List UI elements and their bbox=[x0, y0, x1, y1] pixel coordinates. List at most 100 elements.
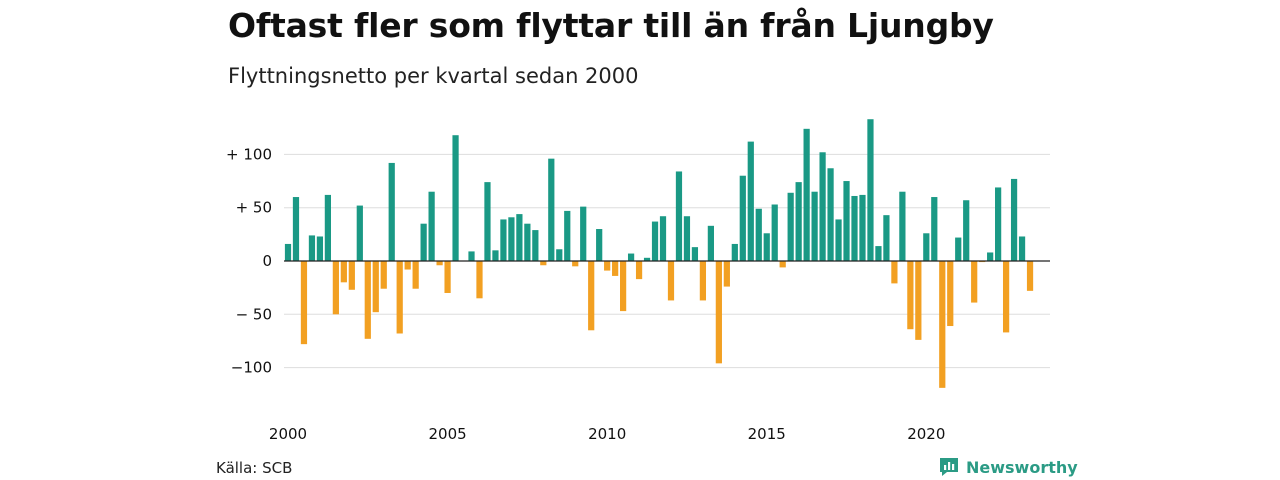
y-tick-label: 0 bbox=[262, 252, 272, 270]
bar bbox=[604, 261, 611, 271]
bar bbox=[859, 194, 866, 261]
bar bbox=[508, 217, 515, 261]
bar bbox=[627, 253, 635, 261]
bar bbox=[651, 221, 659, 261]
bar bbox=[715, 261, 722, 364]
bar bbox=[835, 219, 842, 261]
bar bbox=[556, 249, 563, 261]
bar bbox=[675, 171, 683, 261]
bar bbox=[428, 191, 435, 261]
bar bbox=[843, 181, 850, 261]
bar bbox=[324, 194, 331, 261]
bar bbox=[396, 261, 403, 334]
bar bbox=[1018, 236, 1026, 261]
bar bbox=[915, 261, 922, 340]
bars bbox=[284, 119, 1034, 388]
bar bbox=[707, 225, 714, 261]
bar bbox=[691, 247, 699, 261]
bar bbox=[907, 261, 914, 330]
bar bbox=[516, 214, 523, 261]
bar bbox=[444, 261, 451, 293]
bar bbox=[388, 162, 395, 261]
bar bbox=[316, 236, 324, 261]
chart-subtitle: Flyttningsnetto per kvartal sedan 2000 bbox=[228, 64, 639, 88]
bar bbox=[731, 243, 738, 261]
y-tick-label: + 100 bbox=[226, 145, 272, 163]
bar bbox=[963, 200, 970, 261]
axes: + 100 + 50 0 − 50 −100 2000 2005 2010 2015 2020 bbox=[226, 145, 945, 443]
brand-logo: Newsworthy bbox=[938, 456, 1078, 478]
bar bbox=[380, 261, 387, 289]
bar bbox=[1002, 261, 1010, 333]
bar bbox=[883, 215, 890, 261]
x-tick-label: 2010 bbox=[588, 425, 626, 443]
bar bbox=[851, 195, 858, 261]
bar bbox=[891, 261, 898, 284]
source-label: Källa: SCB bbox=[216, 459, 293, 477]
bar bbox=[635, 261, 643, 280]
bar bbox=[955, 237, 962, 261]
bar bbox=[939, 261, 946, 388]
bar bbox=[667, 261, 675, 301]
bar bbox=[596, 229, 603, 261]
bar bbox=[484, 182, 491, 261]
bar bbox=[404, 261, 411, 270]
bar bbox=[468, 251, 475, 261]
bar bbox=[332, 261, 339, 315]
bar bbox=[867, 119, 874, 261]
bar bbox=[875, 246, 882, 261]
bar bbox=[923, 233, 930, 261]
bar bbox=[572, 261, 579, 267]
bar bbox=[827, 168, 834, 261]
y-tick-label: −100 bbox=[231, 359, 272, 377]
bar bbox=[771, 204, 778, 261]
bar bbox=[931, 197, 938, 261]
bar bbox=[540, 261, 547, 266]
bar bbox=[795, 182, 802, 261]
grid-lines bbox=[284, 153, 1050, 369]
bar bbox=[803, 128, 810, 261]
bar bbox=[779, 261, 786, 268]
bar bbox=[364, 261, 371, 339]
bar bbox=[947, 261, 954, 327]
bar bbox=[787, 192, 794, 261]
bar bbox=[643, 257, 651, 261]
bar bbox=[763, 233, 770, 261]
y-tick-label: + 50 bbox=[236, 199, 272, 217]
bar bbox=[532, 230, 539, 261]
x-tick-label: 2015 bbox=[748, 425, 786, 443]
y-tick-label: − 50 bbox=[236, 305, 272, 323]
bar bbox=[548, 158, 555, 261]
bar bbox=[412, 261, 419, 289]
bar bbox=[699, 261, 707, 301]
bar bbox=[372, 261, 379, 313]
bar bbox=[308, 235, 316, 261]
bar bbox=[564, 210, 571, 261]
bar bbox=[420, 223, 427, 261]
x-tick-label: 2005 bbox=[428, 425, 466, 443]
bar bbox=[612, 261, 619, 276]
bar bbox=[683, 216, 691, 261]
bar bbox=[987, 252, 994, 261]
bar bbox=[723, 261, 730, 287]
brand-name: Newsworthy bbox=[966, 457, 1078, 477]
bar bbox=[819, 152, 826, 261]
bar bbox=[739, 175, 746, 261]
bar bbox=[300, 261, 308, 345]
x-tick-label: 2020 bbox=[907, 425, 945, 443]
bar bbox=[500, 219, 507, 261]
bar bbox=[436, 261, 443, 266]
bar bbox=[995, 187, 1002, 261]
bar bbox=[452, 135, 459, 261]
bar bbox=[1026, 261, 1034, 291]
bar bbox=[524, 223, 531, 261]
bar bbox=[971, 261, 978, 303]
bar bbox=[811, 191, 818, 261]
bar bbox=[492, 250, 499, 261]
bar bbox=[1010, 178, 1018, 261]
chart-title: Oftast fler som flyttar till än från Lju… bbox=[228, 6, 994, 45]
bar bbox=[755, 208, 762, 261]
bar bbox=[580, 206, 587, 261]
bar bbox=[356, 205, 363, 261]
